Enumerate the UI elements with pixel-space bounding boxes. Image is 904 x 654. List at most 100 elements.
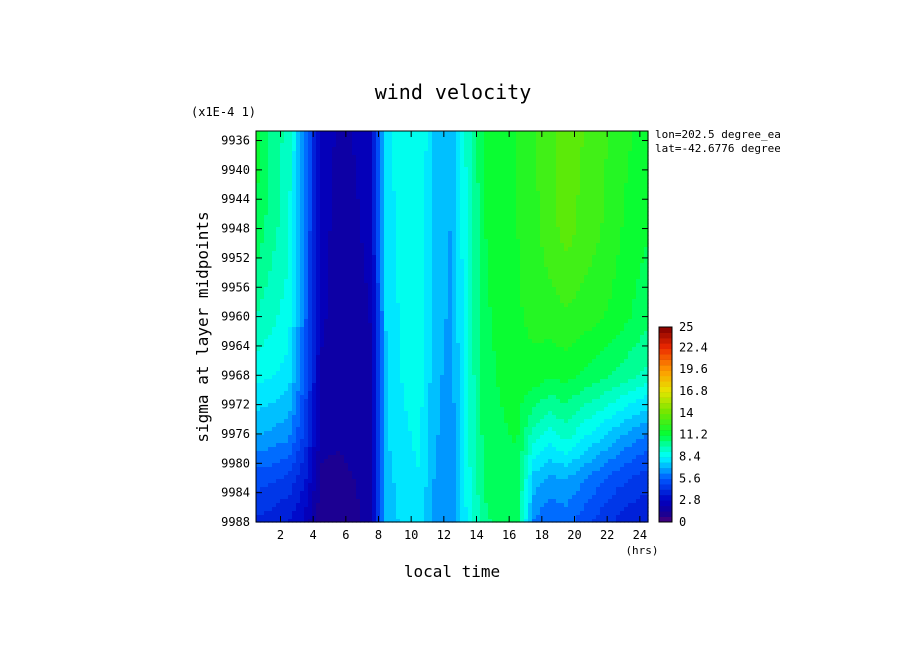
heatmap-cell (644, 139, 649, 144)
heatmap-cell (396, 271, 401, 276)
heatmap-cell (272, 147, 277, 152)
heatmap-cell (396, 211, 401, 216)
heatmap-cell (260, 327, 265, 332)
heatmap-cell (336, 279, 341, 284)
heatmap-cell (548, 255, 553, 260)
heatmap-cell (332, 199, 337, 204)
heatmap-cell (608, 143, 613, 148)
heatmap-cell (292, 263, 297, 268)
heatmap-cell (488, 215, 493, 220)
heatmap-cell (260, 135, 265, 140)
heatmap-cell (388, 279, 393, 284)
heatmap-cell (308, 159, 313, 164)
heatmap-cell (376, 187, 381, 192)
heatmap-cell (528, 331, 533, 336)
heatmap-cell (376, 147, 381, 152)
heatmap-cell (488, 303, 493, 308)
heatmap-cell (348, 275, 353, 280)
heatmap-cell (644, 143, 649, 148)
heatmap-cell (576, 243, 581, 248)
heatmap-cell (396, 151, 401, 156)
heatmap-cell (316, 275, 321, 280)
heatmap-cell (468, 159, 473, 164)
heatmap-cell (344, 303, 349, 308)
heatmap-cell (628, 303, 633, 308)
heatmap-cell (420, 187, 425, 192)
heatmap-cell (396, 131, 401, 136)
heatmap-cell (468, 183, 473, 188)
heatmap-cell (500, 219, 505, 224)
heatmap-cell (464, 135, 469, 140)
heatmap-cell (452, 275, 457, 280)
heatmap-cell (368, 171, 373, 176)
heatmap-cell (364, 283, 369, 288)
heatmap-cell (260, 227, 265, 232)
heatmap-cell (388, 231, 393, 236)
heatmap-cell (600, 239, 605, 244)
heatmap-cell (272, 331, 277, 336)
heatmap-cell (320, 275, 325, 280)
heatmap-cell (344, 235, 349, 240)
heatmap-cell (348, 327, 353, 332)
heatmap-cell (640, 139, 645, 144)
heatmap-cell (616, 243, 621, 248)
heatmap-cell (564, 259, 569, 264)
heatmap-cell (328, 227, 333, 232)
heatmap-cell (376, 299, 381, 304)
heatmap-cell (448, 211, 453, 216)
heatmap-cell (416, 187, 421, 192)
heatmap-cell (340, 179, 345, 184)
heatmap-cell (288, 319, 293, 324)
heatmap-cell (348, 191, 353, 196)
heatmap-cell (332, 231, 337, 236)
heatmap-cell (320, 295, 325, 300)
heatmap-cell (640, 171, 645, 176)
heatmap-cell (448, 319, 453, 324)
heatmap-cell (492, 271, 497, 276)
heatmap-cell (568, 323, 573, 328)
heatmap-cell (572, 183, 577, 188)
heatmap-cell (428, 163, 433, 168)
heatmap-cell (284, 191, 289, 196)
heatmap-cell (560, 263, 565, 268)
heatmap-cell (456, 235, 461, 240)
heatmap-cell (308, 311, 313, 316)
heatmap-cell (312, 171, 317, 176)
heatmap-cell (520, 295, 525, 300)
heatmap-cell (308, 163, 313, 168)
heatmap-cell (312, 303, 317, 308)
heatmap-cell (464, 243, 469, 248)
heatmap-cell (424, 199, 429, 204)
heatmap-cell (532, 319, 537, 324)
heatmap-cell (496, 163, 501, 168)
heatmap-cell (316, 331, 321, 336)
heatmap-cell (416, 255, 421, 260)
heatmap-cell (556, 167, 561, 172)
heatmap-cell (468, 215, 473, 220)
heatmap-cell (316, 167, 321, 172)
heatmap-cell (624, 191, 629, 196)
heatmap-cell (420, 323, 425, 328)
heatmap-cell (612, 331, 617, 336)
heatmap-cell (268, 199, 273, 204)
heatmap-cell (500, 139, 505, 144)
heatmap-cell (296, 147, 301, 152)
heatmap-cell (500, 151, 505, 156)
heatmap-cell (456, 251, 461, 256)
heatmap-cell (292, 183, 297, 188)
heatmap-cell (368, 175, 373, 180)
heatmap-cell (336, 143, 341, 148)
heatmap-cell (284, 207, 289, 212)
heatmap-cell (308, 239, 313, 244)
heatmap-cell (288, 219, 293, 224)
heatmap-cell (544, 147, 549, 152)
heatmap-cell (576, 155, 581, 160)
heatmap-cell (556, 275, 561, 280)
heatmap-cell (588, 251, 593, 256)
heatmap-cell (312, 207, 317, 212)
heatmap-cell (356, 271, 361, 276)
heatmap-cell (324, 295, 329, 300)
heatmap-cell (324, 311, 329, 316)
heatmap-cell (420, 163, 425, 168)
heatmap-cell (440, 263, 445, 268)
